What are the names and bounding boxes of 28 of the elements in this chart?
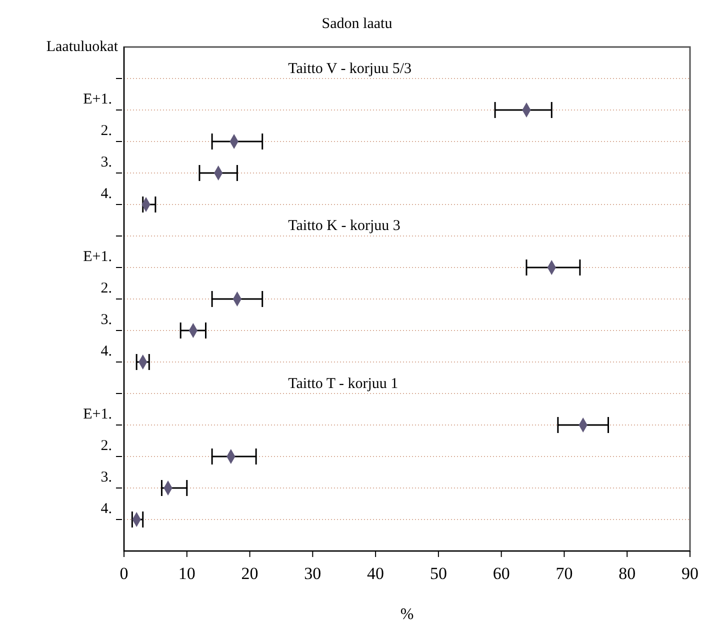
y-tick-label: 4. bbox=[100, 343, 112, 360]
annotation: Taitto T - korjuu 1 bbox=[288, 374, 398, 394]
x-tick-label: 20 bbox=[241, 564, 258, 584]
x-tick-label: 90 bbox=[682, 564, 698, 584]
y-tick-label: E+1. bbox=[83, 91, 112, 108]
y-tick-label: E+1. bbox=[83, 406, 112, 422]
x-tick-label: 60 bbox=[492, 564, 510, 584]
y-tick-label: 2. bbox=[100, 280, 112, 296]
y-tick-label: 2. bbox=[100, 122, 112, 139]
x-tick-label: 50 bbox=[430, 564, 447, 584]
y-tick-label: 2. bbox=[100, 438, 112, 454]
y-tick-label: 4. bbox=[100, 186, 112, 202]
x-tick-label: 0 bbox=[120, 564, 128, 584]
x-tick-label: 40 bbox=[367, 564, 384, 584]
y-tick-label: 4. bbox=[100, 500, 112, 517]
y-tick-label: 3. bbox=[100, 312, 112, 328]
x-tick-label: 30 bbox=[304, 564, 322, 584]
y-tick-label: 3. bbox=[100, 154, 112, 170]
y-axis-title: Laatuluokat bbox=[45, 38, 118, 57]
y-tick-label: E+1. bbox=[83, 248, 112, 265]
x-axis-title: % bbox=[400, 606, 414, 623]
annotation: Taitto K - korjuu 3 bbox=[288, 217, 400, 236]
chart-title: Sadon laatu bbox=[320, 16, 394, 33]
x-tick-label: 10 bbox=[178, 564, 196, 584]
annotation: Taitto V - korjuu 5/3 bbox=[288, 60, 412, 78]
x-tick-label: 70 bbox=[556, 564, 573, 584]
y-tick-label: 3. bbox=[100, 469, 112, 486]
x-tick-label: 80 bbox=[618, 564, 636, 584]
